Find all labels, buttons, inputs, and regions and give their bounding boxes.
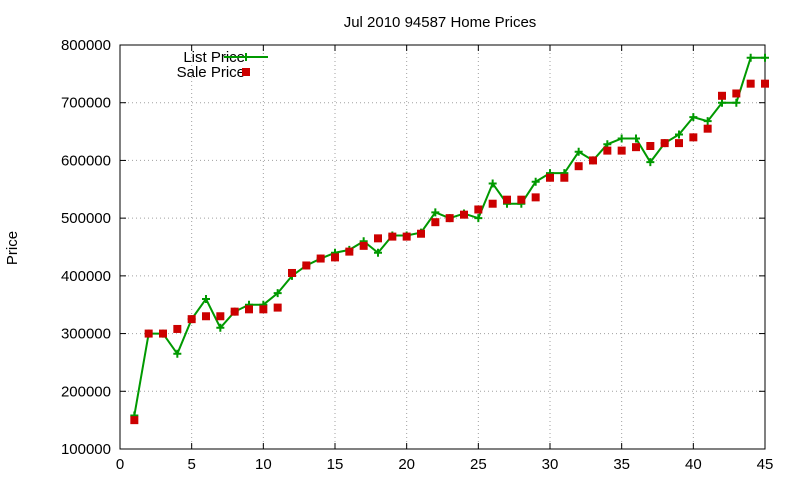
list-price-point	[202, 294, 210, 303]
list-price-point	[574, 147, 583, 156]
sale-price-point	[689, 133, 698, 142]
y-tick-label: 200000	[61, 383, 111, 400]
sale-price-point	[388, 232, 397, 241]
sale-price-point	[273, 303, 282, 312]
y-tick-label: 100000	[61, 441, 111, 458]
sale-price-point	[230, 307, 239, 316]
x-tick-label: 15	[327, 456, 344, 473]
x-tick-label: 20	[398, 456, 415, 473]
list-price-point	[216, 323, 225, 332]
list-price-point	[732, 98, 741, 107]
list-price-point	[703, 117, 712, 126]
y-tick-label: 600000	[61, 152, 111, 169]
sale-price-point	[460, 210, 468, 219]
x-tick-label: 25	[470, 456, 487, 473]
series-layer	[130, 53, 769, 425]
sale-price-point	[531, 193, 540, 202]
list-price-point	[374, 248, 382, 257]
sale-price-point	[331, 253, 339, 262]
x-tick-label: 35	[613, 456, 630, 473]
sale-price-point	[187, 315, 196, 324]
list-price-point	[646, 158, 655, 167]
sale-price-point	[503, 195, 511, 204]
sale-price-point	[675, 139, 683, 148]
list-price-point	[718, 98, 726, 107]
list-price-point	[431, 208, 440, 217]
sale-price-point	[302, 261, 311, 270]
list-price-point	[474, 214, 483, 223]
x-tick-label: 30	[542, 456, 559, 473]
list-price-point	[488, 179, 497, 188]
sale-price-point	[173, 324, 182, 333]
list-price-point	[746, 53, 755, 62]
list-price-point	[273, 289, 282, 298]
x-tick-label: 10	[255, 456, 272, 473]
sale-price-point	[144, 329, 153, 338]
sale-price-point	[402, 232, 411, 241]
sale-price-point	[746, 79, 755, 88]
x-tick-label: 45	[757, 456, 774, 473]
list-price-point	[632, 134, 640, 143]
sale-price-point	[245, 305, 253, 314]
sale-price-point	[589, 156, 597, 165]
sale-price-point	[732, 89, 741, 98]
sale-price-point	[617, 146, 626, 155]
sale-price-point	[359, 241, 368, 250]
plot-frame	[119, 44, 766, 450]
sale-price-point	[159, 329, 167, 338]
sale-price-point	[660, 139, 669, 148]
x-tick-label: 5	[187, 456, 195, 473]
sale-price-point	[474, 205, 483, 214]
y-tick-label: 300000	[61, 326, 111, 343]
list-price-point	[689, 113, 698, 122]
sale-price-point	[632, 143, 640, 152]
sale-price-point	[761, 79, 769, 88]
y-tick-label: 700000	[61, 95, 111, 112]
y-tick-label: 400000	[61, 268, 111, 285]
y-tick-label: 500000	[61, 210, 111, 227]
sale-price-point	[345, 247, 354, 256]
list-price-point	[675, 130, 683, 139]
chart-title: Jul 2010 94587 Home Prices	[344, 14, 537, 31]
sale-price-point	[560, 173, 569, 182]
sale-price-point	[718, 91, 726, 100]
x-tick-label: 40	[685, 456, 702, 473]
axes: 0 5 10 15 20 25 30 35 40 45 100000 200000 300000 4000…	[61, 37, 773, 473]
sale-price-point	[417, 229, 425, 238]
legend-marker-list-price	[242, 53, 250, 61]
sale-price-point	[445, 214, 454, 223]
sale-price-point	[130, 416, 139, 425]
list-price-point	[761, 53, 769, 62]
list-price-point	[531, 177, 540, 186]
sale-price-point	[202, 312, 210, 321]
sale-price-point	[288, 268, 296, 277]
sale-price-point	[546, 173, 554, 182]
list-price-point	[173, 349, 182, 358]
y-tick-label: 800000	[61, 37, 111, 54]
sale-price-point	[646, 142, 655, 150]
legend-marker-sale-price	[242, 68, 250, 76]
sale-price-point	[574, 162, 583, 171]
grid-lines	[120, 45, 765, 449]
sale-price-point	[517, 195, 526, 204]
sale-price-point	[259, 305, 268, 314]
sale-price-point	[488, 199, 497, 208]
sale-price-point	[374, 234, 382, 243]
y-axis-label: Price	[4, 231, 21, 265]
sale-price-point	[431, 218, 440, 227]
legend-label-sale-price: Sale Price	[177, 64, 245, 81]
sale-price-point	[603, 146, 612, 155]
sale-price-point	[316, 254, 325, 263]
sale-price-point	[216, 312, 225, 321]
list-price-point	[617, 134, 626, 143]
legend-label-list-price: List Price	[183, 49, 245, 66]
sale-price-point	[703, 124, 712, 133]
x-tick-label: 0	[116, 456, 124, 473]
